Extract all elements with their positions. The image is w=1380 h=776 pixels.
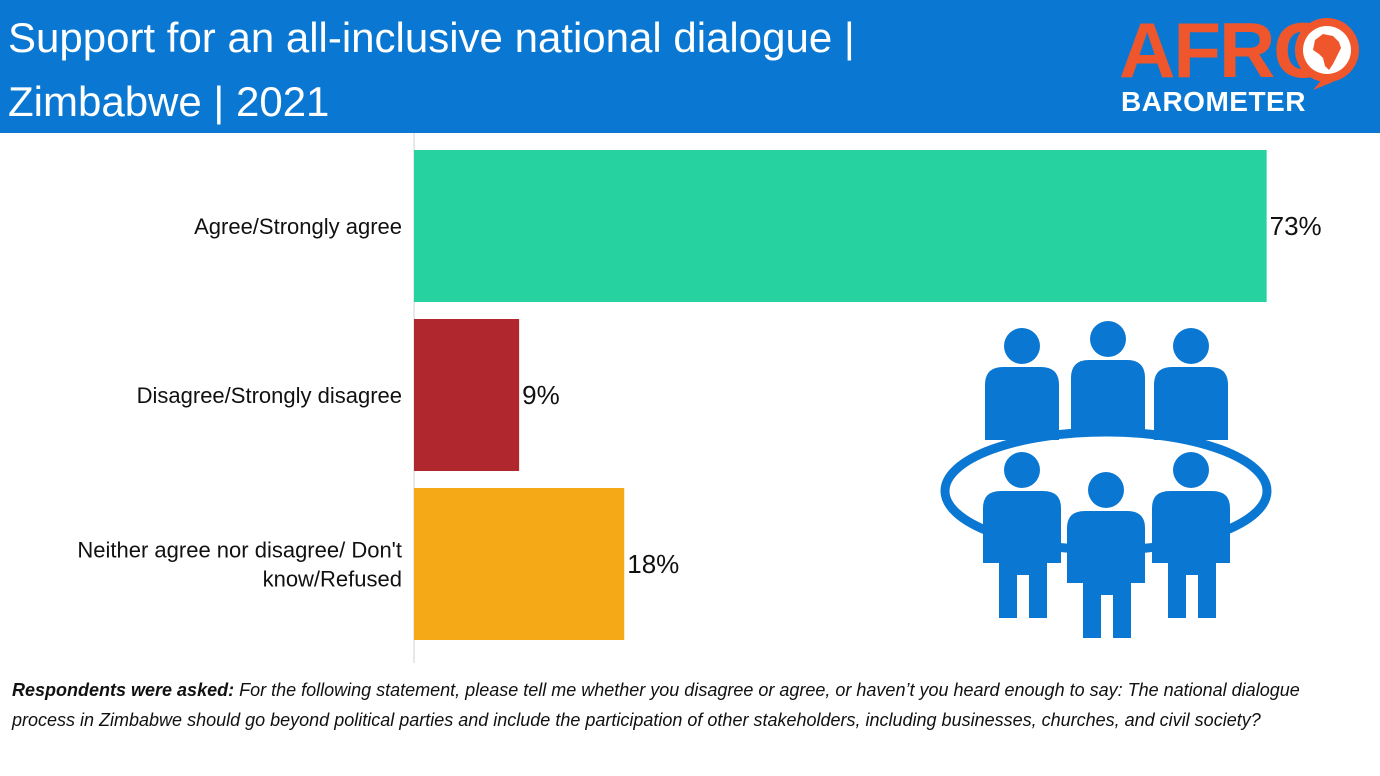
value-label-2: 9%	[522, 380, 560, 410]
title-line-2: Zimbabwe | 2021	[8, 78, 330, 125]
footnote-text: For the following statement, please tell…	[12, 680, 1300, 730]
title-line-1: Support for an all-inclusive national di…	[8, 14, 855, 61]
bar-1	[414, 150, 1267, 302]
group-people-icon	[940, 321, 1272, 638]
afrobarometer-logo: AFRO BAROMETER	[1115, 10, 1370, 120]
value-label-3: 18%	[627, 549, 679, 579]
value-label-1: 73%	[1270, 211, 1322, 241]
bar-2	[414, 319, 520, 471]
footnote-lead: Respondents were asked:	[12, 680, 235, 700]
bar-chart: 73% Agree/Strongly agree 9% Disagree/Strong…	[77, 133, 1322, 663]
bar-3	[414, 488, 625, 640]
header-banner: Support for an all-inclusive national di…	[0, 0, 1380, 133]
logo-barometer-text: BAROMETER	[1121, 86, 1306, 117]
bars-group: 73% Agree/Strongly agree 9% Disagree/Strong…	[77, 150, 1322, 640]
category-label-1: Agree/Strongly agree	[194, 214, 402, 239]
category-label-3: Neither agree nor disagree/ Don't know/Re…	[77, 538, 402, 592]
page-title: Support for an all-inclusive national di…	[8, 6, 1008, 134]
africa-map-icon	[1295, 18, 1359, 90]
footnote: Respondents were asked: For the followin…	[12, 676, 1362, 735]
category-label-2: Disagree/Strongly disagree	[137, 383, 402, 408]
